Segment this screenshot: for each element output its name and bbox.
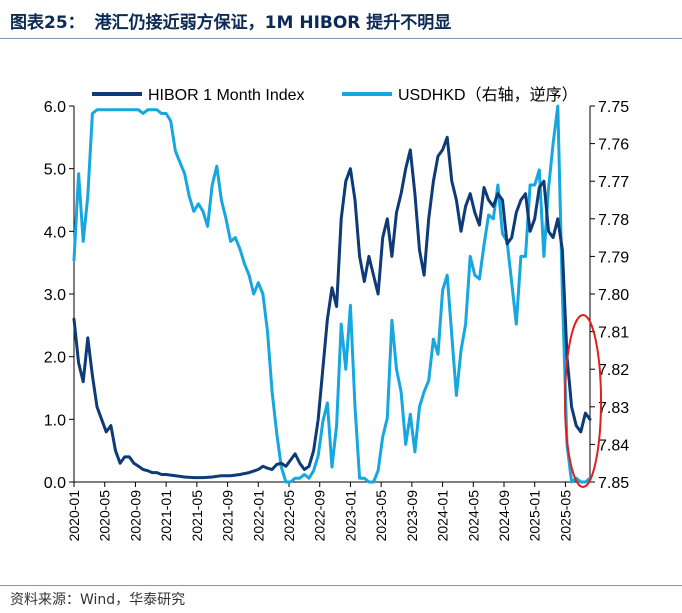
right-tick-label: 7.75 xyxy=(598,99,629,116)
left-tick-label: 4.0 xyxy=(44,224,66,241)
right-tick-label: 7.84 xyxy=(598,437,629,454)
series-group xyxy=(72,104,592,484)
right-tick-label: 7.76 xyxy=(598,137,629,154)
right-tick-label: 7.77 xyxy=(598,174,629,191)
x-tick-label: 2025-01 xyxy=(527,490,543,542)
x-tick-label: 2024-01 xyxy=(435,490,451,542)
x-tick-label: 2022-05 xyxy=(281,490,297,542)
x-tick-label: 2022-01 xyxy=(250,490,266,542)
x-tick-label: 2020-05 xyxy=(97,490,113,542)
chart-title: 图表25： 港汇仍接近弱方保证，1M HIBOR 提升不明显 xyxy=(10,8,451,33)
bottom-rule xyxy=(0,585,682,586)
x-tick-label: 2024-09 xyxy=(496,490,512,542)
left-tick-label: 2.0 xyxy=(44,350,66,367)
left-tick-label: 3.0 xyxy=(44,287,66,304)
highlight-ellipse xyxy=(564,314,602,488)
top-rule xyxy=(0,38,682,39)
right-tick-label: 7.83 xyxy=(598,400,629,417)
left-tick-label: 1.0 xyxy=(44,412,66,429)
x-tick-label: 2020-09 xyxy=(127,490,143,542)
legend-label-hibor: HIBOR 1 Month Index xyxy=(148,87,305,104)
right-tick-label: 7.82 xyxy=(598,362,629,379)
x-tick-label: 2020-01 xyxy=(66,490,82,542)
figure-label: 图表25： xyxy=(10,13,85,33)
legend-label-usdhkd: USDHKD（右轴，逆序） xyxy=(398,86,578,104)
usdhkd-series-line xyxy=(72,104,592,484)
x-tick-label: 2024-05 xyxy=(465,490,481,542)
hibor-series-line xyxy=(72,135,592,480)
left-tick-label: 6.0 xyxy=(44,99,66,116)
x-tick-label: 2021-01 xyxy=(158,490,174,542)
left-tick-label: 0.0 xyxy=(44,475,66,492)
x-tick-label: 2023-09 xyxy=(404,490,420,542)
x-tick-label: 2022-09 xyxy=(312,490,328,542)
right-tick-label: 7.85 xyxy=(598,475,629,492)
x-tick-label: 2023-05 xyxy=(373,490,389,542)
x-tick-label: 2021-05 xyxy=(189,490,205,542)
right-tick-label: 7.81 xyxy=(598,325,629,342)
x-tick-label: 2021-09 xyxy=(220,490,236,542)
x-tick-label: 2023-01 xyxy=(342,490,358,542)
right-tick-label: 7.78 xyxy=(598,212,629,229)
right-tick-label: 7.79 xyxy=(598,249,629,266)
chart-svg: 0.0 1.0 2.0 3.0 4.0 5.0 6.0 7.75 7.76 7.77 7.78 7.7… xyxy=(44,86,629,541)
right-tick-label: 7.80 xyxy=(598,287,629,304)
figure-title: 港汇仍接近弱方保证，1M HIBOR 提升不明显 xyxy=(94,13,452,33)
legend: HIBOR 1 Month Index USDHKD（右轴，逆序） xyxy=(92,86,578,104)
source-note: 资料来源：Wind，华泰研究 xyxy=(10,592,186,608)
axes-group: 0.0 1.0 2.0 3.0 4.0 5.0 6.0 7.75 7.76 7.77 7.78 7.7… xyxy=(44,99,629,541)
left-tick-label: 5.0 xyxy=(44,162,66,179)
x-tick-label: 2025-05 xyxy=(557,490,573,542)
